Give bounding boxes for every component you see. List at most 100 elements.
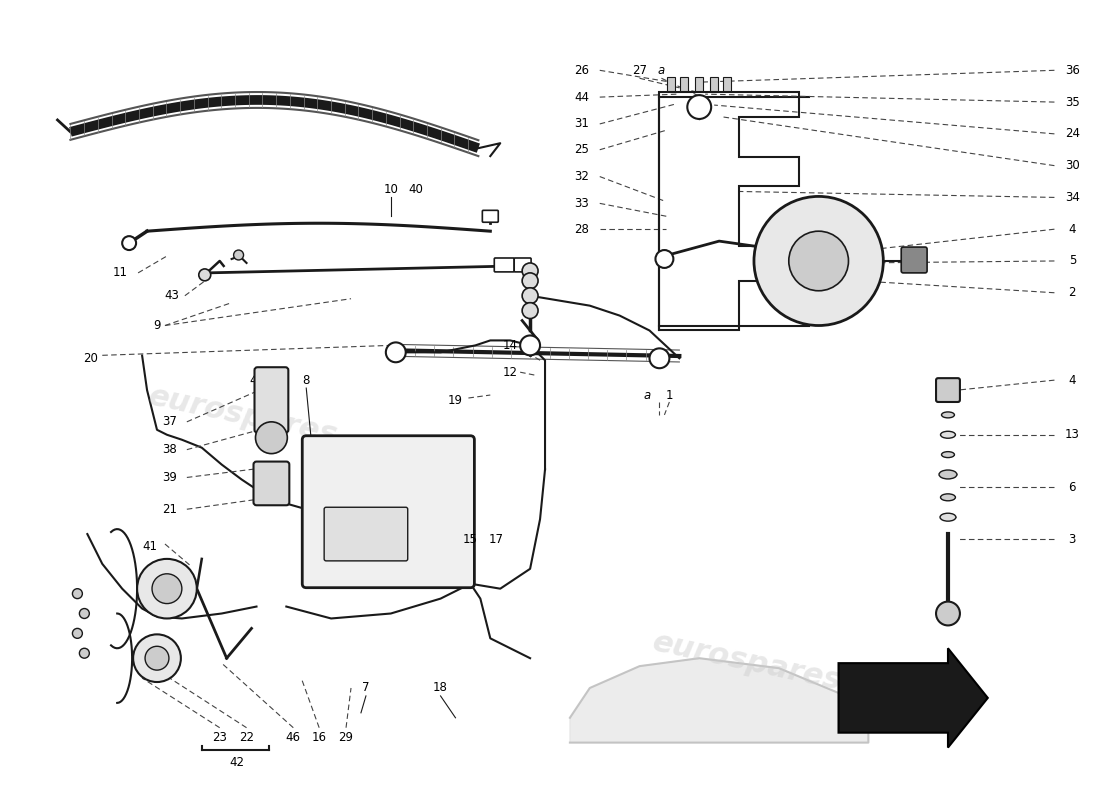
Text: 5: 5 (1069, 254, 1076, 267)
Polygon shape (570, 658, 868, 742)
Text: 26: 26 (574, 64, 590, 77)
Text: 40: 40 (408, 183, 424, 196)
Bar (723, 78, 732, 91)
Text: 23: 23 (212, 731, 227, 744)
Text: 36: 36 (1065, 64, 1080, 77)
Text: eurospares: eurospares (650, 628, 845, 696)
Circle shape (522, 288, 538, 304)
Text: a: a (644, 389, 651, 402)
Circle shape (255, 422, 287, 454)
Text: 4: 4 (1068, 374, 1076, 386)
Ellipse shape (942, 412, 955, 418)
Circle shape (122, 236, 136, 250)
Text: 3: 3 (1069, 533, 1076, 546)
Ellipse shape (940, 494, 956, 501)
Text: 18: 18 (433, 682, 448, 694)
Text: 8: 8 (302, 374, 310, 386)
Text: 46: 46 (286, 731, 300, 744)
Text: 13: 13 (1065, 428, 1080, 442)
Text: 17: 17 (488, 533, 504, 546)
FancyBboxPatch shape (901, 247, 927, 273)
Text: 39: 39 (163, 471, 177, 484)
FancyBboxPatch shape (324, 507, 408, 561)
Circle shape (79, 609, 89, 618)
Text: 28: 28 (574, 222, 590, 236)
Circle shape (649, 348, 670, 368)
Text: 4: 4 (1068, 222, 1076, 236)
Ellipse shape (940, 431, 956, 438)
Text: 31: 31 (574, 118, 590, 130)
Text: o: o (811, 261, 817, 271)
Circle shape (152, 574, 182, 603)
Circle shape (145, 646, 169, 670)
Text: 7: 7 (362, 682, 370, 694)
Ellipse shape (939, 470, 957, 479)
Ellipse shape (942, 452, 955, 458)
Circle shape (754, 197, 883, 326)
Text: 29: 29 (339, 731, 353, 744)
Bar (668, 78, 675, 91)
Text: a: a (658, 64, 666, 77)
Text: 41: 41 (249, 374, 264, 386)
Text: 12: 12 (503, 366, 518, 378)
Polygon shape (838, 648, 988, 747)
FancyBboxPatch shape (494, 258, 514, 272)
Circle shape (138, 559, 197, 618)
Text: 44: 44 (574, 90, 590, 104)
FancyBboxPatch shape (514, 258, 531, 272)
Text: eurospares: eurospares (146, 382, 341, 450)
Text: 24: 24 (1065, 127, 1080, 140)
FancyBboxPatch shape (936, 378, 960, 402)
Circle shape (522, 273, 538, 289)
Circle shape (522, 302, 538, 318)
Text: 33: 33 (574, 197, 590, 210)
Text: 10: 10 (384, 183, 398, 196)
Ellipse shape (940, 386, 956, 394)
Text: 38: 38 (163, 443, 177, 456)
Text: 37: 37 (163, 415, 177, 428)
Text: 45: 45 (274, 374, 289, 386)
Bar (695, 78, 703, 91)
Bar (711, 78, 718, 91)
Circle shape (73, 589, 82, 598)
Circle shape (520, 335, 540, 355)
Circle shape (199, 269, 211, 281)
Text: 34: 34 (1065, 191, 1080, 204)
Text: 2: 2 (1068, 286, 1076, 299)
Text: 41: 41 (143, 541, 157, 554)
Text: 15: 15 (463, 533, 477, 546)
Circle shape (233, 250, 243, 260)
Circle shape (79, 648, 89, 658)
Text: 1: 1 (666, 389, 673, 402)
Circle shape (688, 95, 712, 119)
Circle shape (133, 634, 180, 682)
Text: 21: 21 (163, 502, 177, 516)
Text: 6: 6 (1068, 481, 1076, 494)
Circle shape (386, 342, 406, 362)
Text: 16: 16 (311, 731, 327, 744)
Circle shape (789, 231, 848, 290)
Text: 35: 35 (1065, 95, 1080, 109)
Circle shape (936, 602, 960, 626)
Text: 9: 9 (153, 319, 161, 332)
Text: 27: 27 (632, 64, 647, 77)
FancyBboxPatch shape (253, 462, 289, 506)
Text: 30: 30 (1065, 159, 1080, 172)
FancyBboxPatch shape (482, 210, 498, 222)
Text: 32: 32 (574, 170, 590, 183)
Circle shape (656, 250, 673, 268)
Circle shape (522, 263, 538, 279)
Ellipse shape (940, 514, 956, 521)
Text: 11: 11 (112, 266, 128, 279)
Text: 14: 14 (503, 339, 518, 352)
FancyBboxPatch shape (302, 436, 474, 588)
Bar (680, 78, 689, 91)
Text: 22: 22 (239, 731, 254, 744)
FancyBboxPatch shape (254, 367, 288, 433)
Text: 25: 25 (574, 143, 590, 156)
Text: 42: 42 (229, 756, 244, 769)
Circle shape (73, 629, 82, 638)
Text: 43: 43 (165, 290, 179, 302)
Text: 19: 19 (448, 394, 463, 406)
Text: 20: 20 (82, 352, 98, 365)
